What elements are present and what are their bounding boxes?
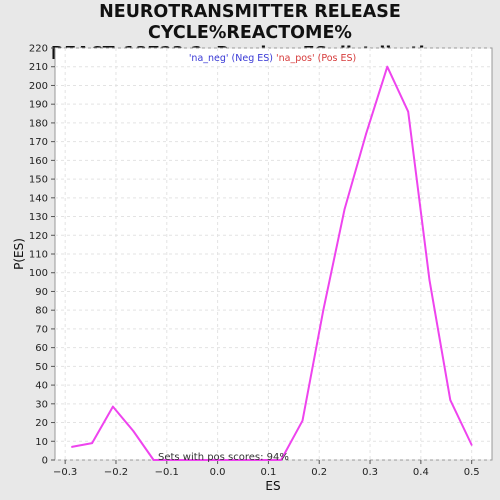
- axes: 0 10 20 30 40 50 60 70 80 90 100 110 120 130 140 150 160…: [29, 44, 480, 479]
- y-tick-label: 220: [29, 44, 48, 55]
- x-tick-label: 0.4: [413, 467, 429, 478]
- series-group: [70, 65, 473, 461]
- y-tick-label: 40: [35, 381, 48, 392]
- x-tick-label: 0.5: [464, 467, 480, 478]
- y-tick-label: 70: [35, 324, 48, 335]
- y-tick-label: 30: [35, 399, 48, 410]
- legend-entry-pos: 'na_pos' (Pos ES): [276, 53, 356, 64]
- data-point: [343, 208, 346, 210]
- grid-lines: [55, 47, 492, 461]
- data-point: [322, 309, 325, 311]
- y-tick-label: 80: [35, 306, 48, 317]
- data-point: [386, 65, 389, 68]
- y-tick-label: 130: [29, 212, 48, 223]
- x-axis-label: ES: [265, 479, 280, 493]
- y-tick-label: 120: [29, 231, 48, 242]
- y-tick-label: 180: [29, 118, 48, 129]
- y-tick-label: 200: [29, 81, 48, 92]
- y-tick-label: 110: [29, 250, 48, 261]
- chart-title-line-1: NEUROTRANSMITTER RELEASE CYCLE%REACTOME%: [99, 2, 401, 43]
- y-tick-label: 90: [35, 287, 48, 298]
- data-point: [301, 419, 304, 422]
- data-point: [91, 442, 93, 444]
- y-tick-label: 0: [42, 456, 48, 467]
- data-point: [70, 446, 73, 448]
- x-tick-label: 0.3: [362, 467, 378, 478]
- y-tick-label: 150: [29, 175, 48, 186]
- x-tick-label: −0.3: [53, 467, 77, 478]
- y-tick-label: 10: [35, 437, 48, 448]
- y-axis-label: P(ES): [12, 238, 26, 270]
- x-tick-label: −0.2: [104, 467, 128, 478]
- data-point: [112, 405, 114, 408]
- y-tick-label: 210: [29, 62, 48, 73]
- data-point: [470, 444, 473, 446]
- data-point: [280, 459, 282, 461]
- x-tick-label: 0.2: [311, 467, 327, 478]
- data-point: [449, 399, 452, 401]
- y-tick-label: 50: [35, 362, 48, 373]
- y-tick-label: 160: [29, 156, 48, 167]
- x-tick-label: −0.1: [155, 467, 179, 478]
- data-point: [365, 133, 367, 135]
- data-point: [132, 430, 135, 432]
- y-tick-label: 140: [29, 193, 48, 204]
- legend-entry-neg: 'na_neg' (Neg ES): [189, 53, 273, 64]
- y-tick-label: 100: [29, 268, 48, 279]
- annotation-pos-scores: Sets with pos scores: 94%: [158, 452, 289, 463]
- x-tick-label: 0.1: [260, 467, 276, 478]
- y-tick-label: 60: [35, 343, 48, 354]
- y-tick-label: 20: [35, 418, 48, 429]
- y-tick-label: 170: [29, 137, 48, 148]
- y-tick-label: 190: [29, 100, 48, 111]
- data-point: [428, 279, 431, 282]
- data-point: [152, 459, 155, 461]
- data-point: [407, 110, 409, 113]
- x-tick-label: 0.0: [210, 467, 226, 478]
